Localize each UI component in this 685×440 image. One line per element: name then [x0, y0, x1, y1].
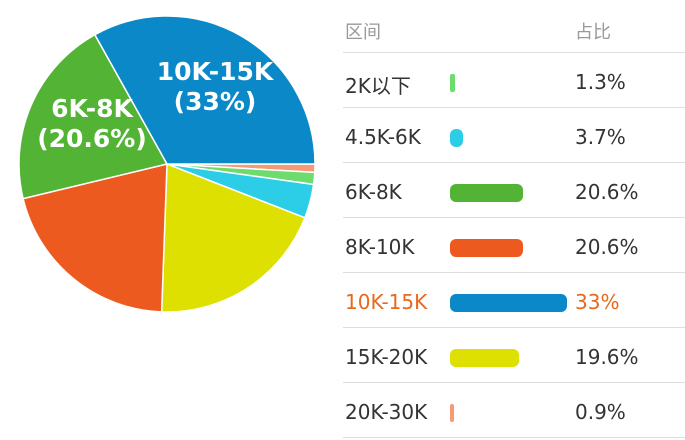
share-value: 0.9%: [575, 400, 626, 424]
table-row-4-5k-6k[interactable]: 4.5K-6K 3.7%: [343, 108, 685, 163]
table-rows: 2K以下 1.3% 4.5K-6K 3.7% 6K-8K 20.6% 8K-10K 20.6%…: [343, 53, 685, 438]
table-row-15k-20k[interactable]: 15K-20K 19.6%: [343, 328, 685, 383]
pie-slice-15k-20k[interactable]: [160, 162, 306, 313]
share-bar: [450, 74, 455, 92]
table-row-20k-30k[interactable]: 20K-30K 0.9%: [343, 383, 685, 438]
header-share: 占比: [575, 22, 611, 43]
share-value: 33%: [575, 290, 620, 314]
share-value: 1.3%: [575, 70, 626, 94]
range-label: 6K-8K: [345, 180, 402, 204]
share-bar: [450, 239, 524, 257]
share-bar: [450, 404, 454, 422]
range-label: 10K-15K: [345, 290, 428, 314]
range-label: 8K-10K: [345, 235, 415, 259]
range-label: 15K-20K: [345, 345, 428, 369]
share-value: 20.6%: [575, 180, 639, 204]
range-label: 20K-30K: [345, 400, 428, 424]
share-bar: [450, 129, 464, 147]
pie-slice-label-6k-8k: 6K-8K (20.6%): [37, 94, 147, 153]
share-value: 19.6%: [575, 345, 639, 369]
range-label: 4.5K-6K: [345, 125, 421, 149]
pie-chart: 10K-15K (33%)6K-8K (20.6%): [18, 15, 316, 313]
table-header: 区间 占比: [343, 0, 685, 53]
header-range: 区间: [345, 22, 381, 43]
share-value: 20.6%: [575, 235, 639, 259]
salary-distribution-table: 区间 占比 2K以下 1.3% 4.5K-6K 3.7% 6K-8K 20.6% 8K-10…: [343, 0, 685, 438]
pie-slice-8k-10k[interactable]: [22, 163, 168, 313]
share-bar: [450, 294, 567, 312]
share-value: 3.7%: [575, 125, 626, 149]
share-bar: [450, 184, 524, 202]
table-row-10k-15k[interactable]: 10K-15K 33%: [343, 273, 685, 328]
pie-slice-label-10k-15k: 10K-15K (33%): [157, 57, 275, 116]
table-row-6k-8k[interactable]: 6K-8K 20.6%: [343, 163, 685, 218]
table-row-8k-10k[interactable]: 8K-10K 20.6%: [343, 218, 685, 273]
pie-slice-10k-15k[interactable]: [93, 15, 316, 165]
range-label: 2K以下: [345, 74, 411, 98]
share-bar: [450, 349, 520, 367]
pie-slice-6k-8k[interactable]: [18, 33, 169, 200]
table-row-2k[interactable]: 2K以下 1.3%: [343, 53, 685, 108]
